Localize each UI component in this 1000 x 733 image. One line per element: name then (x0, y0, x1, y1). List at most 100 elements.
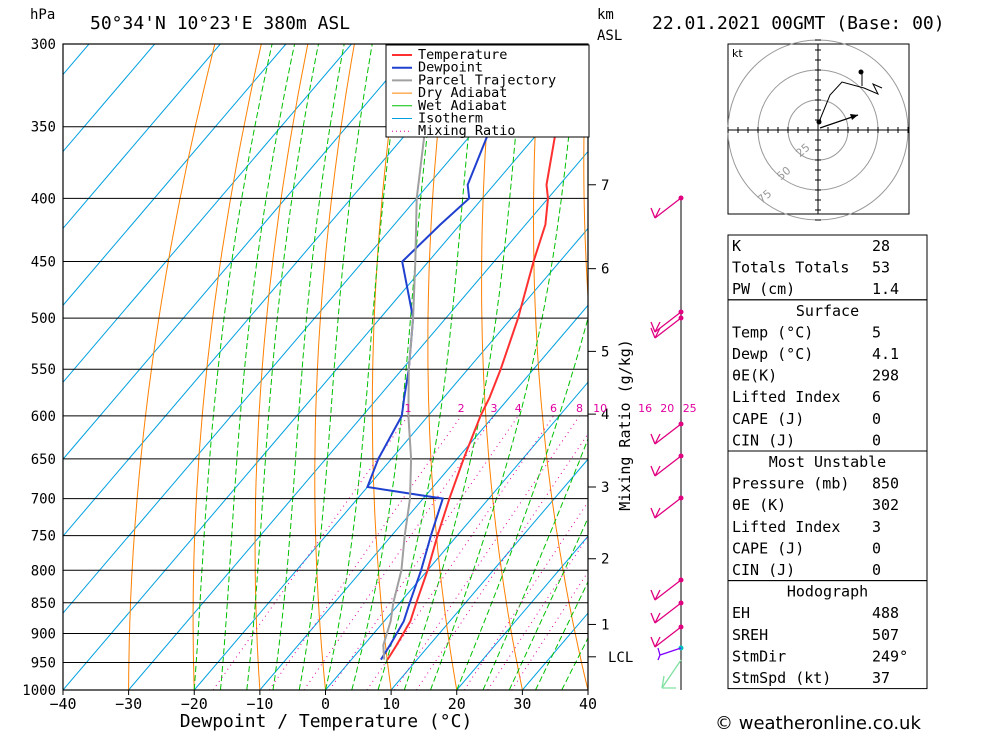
dewpoint-line (366, 44, 524, 661)
legend-label: Dry Adiabat (418, 85, 507, 101)
mixing-ratio-axis-label: Mixing Ratio (g/kg) (616, 339, 634, 511)
indices-label: CIN (J) (732, 561, 795, 579)
indices-label: Totals Totals (732, 259, 849, 277)
indices-section-box (727, 580, 928, 690)
mixing-ratio-line (268, 415, 462, 690)
wet-adiabat-line (508, 516, 588, 690)
isotherm-line (63, 44, 352, 384)
wet-adiabat-line (246, 44, 319, 690)
indices-label: StmDir (732, 647, 786, 665)
dry-adiabat-line (633, 44, 720, 690)
wind-barb (650, 602, 682, 624)
indices-label: StmSpd (kt) (732, 669, 831, 687)
indices-label: Lifted Index (732, 518, 840, 536)
height-tick-label: 4 (601, 407, 609, 423)
indices-value: 302 (872, 496, 899, 514)
wind-barb (650, 311, 682, 333)
pressure-tick-label: 450 (31, 255, 56, 271)
temperature-axis: −40 −30 −20 −10 0 10 20 30 40 (49, 690, 597, 713)
wet-adiabat-line (430, 44, 579, 690)
height-axis: 7 6 5 4 3 2 1 LCL (588, 178, 633, 666)
height-tick-label: 2 (601, 552, 609, 568)
indices-value: 1.4 (872, 280, 899, 298)
temperature-tick-label: −40 (49, 695, 76, 713)
dry-adiabat-line (427, 44, 458, 690)
indices-value: 507 (872, 626, 899, 644)
temperature-tick-label: 0 (321, 695, 330, 713)
pressure-tick-label: 1000 (22, 683, 56, 699)
indices-label: Lifted Index (732, 388, 840, 406)
legend-label: Temperature (418, 47, 507, 63)
height-tick-label: 7 (601, 178, 609, 194)
wet-adiabat-line (298, 44, 373, 690)
mixing-ratio-line (212, 415, 409, 690)
mixing-ratio-label: 6 (550, 402, 557, 415)
indices-value: 0 (872, 561, 881, 579)
height-unit-asl: ASL (597, 28, 622, 44)
wet-adiabat-line (325, 44, 404, 690)
wind-barb (661, 659, 682, 689)
wind-barb (657, 647, 682, 661)
temperature-tick-label: 30 (513, 695, 531, 713)
indices-label: θE(K) (732, 367, 777, 385)
indices-label: Temp (°C) (732, 323, 813, 341)
indices-section-title: Most Unstable (769, 453, 886, 471)
indices-label: PW (cm) (732, 280, 795, 298)
pressure-tick-label: 500 (31, 311, 56, 327)
dry-adiabat-line (959, 44, 1000, 690)
datetime-title: 22.01.2021 00GMT (Base: 00) (652, 13, 945, 34)
mixing-ratio-label: 8 (576, 402, 583, 415)
pressure-tick-label: 650 (31, 452, 56, 468)
location-title: 50°34'N 10°23'E 380m ASL (90, 13, 350, 34)
legend-label: Wet Adiabat (418, 98, 507, 114)
mixing-ratio-labels: 1 2 3 4 6 8 10 16 20 25 (405, 402, 697, 415)
indices-value: 0 (872, 431, 881, 449)
dry-adiabat-line (533, 44, 588, 690)
indices-value: 4.1 (872, 345, 899, 363)
indices-label: CAPE (J) (732, 539, 804, 557)
x-axis-label: Dewpoint / Temperature (°C) (180, 711, 473, 732)
height-tick-label: 5 (601, 344, 609, 360)
isotherm-line (63, 44, 418, 460)
mixing-ratio-label: 10 (593, 402, 607, 415)
pressure-tick-label: 800 (31, 563, 56, 579)
wind-barb (650, 317, 682, 339)
indices-section-title: Surface (796, 302, 859, 320)
temperature-tick-label: 10 (382, 695, 400, 713)
dry-adiabat-line (912, 44, 1000, 690)
indices-value: 0 (872, 410, 881, 428)
mixing-ratio-label: 20 (660, 402, 674, 415)
pressure-unit: hPa (30, 7, 55, 23)
height-tick-label: LCL (608, 650, 633, 666)
temperature-line (386, 44, 583, 661)
wind-barb (650, 626, 682, 648)
pressure-tick-label: 350 (31, 120, 56, 136)
isotherm-line (456, 535, 588, 690)
temperature-tick-label: −20 (181, 695, 208, 713)
pressure-tick-label: 600 (31, 409, 56, 425)
isotherm-line (63, 73, 588, 690)
indices-value: 488 (872, 604, 899, 622)
wind-barb (650, 197, 682, 219)
mixing-ratio-line (329, 415, 519, 690)
indices-value: 850 (872, 475, 899, 493)
height-tick-label: 3 (601, 480, 609, 496)
wet-adiabat-line (482, 437, 588, 690)
wind-profile (650, 195, 684, 690)
legend-label: Isotherm (418, 111, 483, 127)
legend-label: Dewpoint (418, 60, 483, 76)
indices-value: 28 (872, 237, 890, 255)
height-tick-label: 6 (601, 262, 609, 278)
temperature-tick-label: 40 (579, 695, 597, 713)
pressure-tick-label: 950 (31, 655, 56, 671)
hodograph-point (816, 119, 822, 125)
mixing-ratio-label: 25 (683, 402, 697, 415)
indices-label: SREH (732, 626, 768, 644)
isotherm-line (259, 304, 588, 690)
indices-label: θE (K) (732, 496, 786, 514)
pressure-tick-label: 400 (31, 191, 56, 207)
wet-adiabat-line (403, 44, 525, 690)
pressure-tick-label: 750 (31, 529, 56, 545)
